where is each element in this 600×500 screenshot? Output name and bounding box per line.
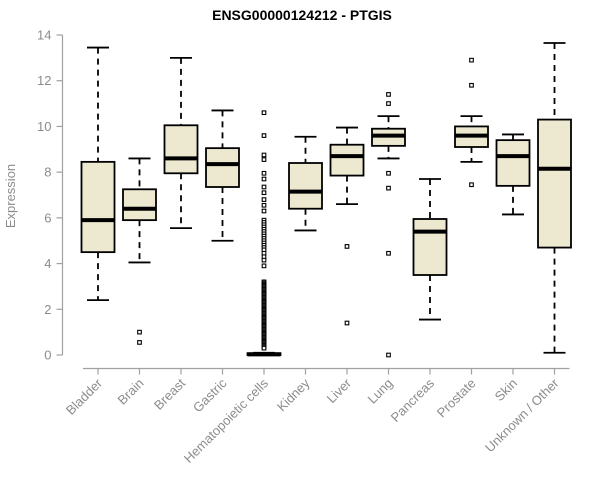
outlier-point [469, 182, 474, 188]
outlier-point [261, 176, 267, 182]
box-pancreas [412, 178, 448, 321]
x-tick-label-pancreas: Pancreas [388, 375, 438, 425]
outlier-point [137, 329, 142, 335]
outlier-point [386, 92, 391, 97]
y-tick-label: 10 [37, 119, 51, 134]
outlier-point [261, 263, 267, 269]
outlier-point [137, 340, 142, 345]
box-brain [122, 157, 157, 345]
iqr-box [537, 118, 572, 249]
outlier-point [386, 185, 391, 191]
x-tick-label-lung: Lung [365, 376, 396, 407]
outlier-point [261, 190, 267, 196]
y-tick-label: 0 [44, 348, 51, 363]
outlier-point [386, 352, 391, 358]
outlier-point [261, 157, 267, 162]
outlier-point [261, 152, 267, 158]
outlier-point [344, 244, 350, 249]
x-tick-label-skin: Skin [492, 376, 520, 404]
box-bladder [80, 46, 116, 302]
outlier-point [261, 257, 267, 263]
outlier-point [469, 82, 474, 88]
box-breast [163, 56, 199, 230]
box-lung [371, 92, 406, 358]
box-unknown-other [537, 42, 572, 354]
y-tick-label: 4 [44, 256, 51, 271]
x-tick-label-breast: Breast [151, 375, 188, 412]
outlier-point [261, 170, 267, 176]
box-skin [495, 133, 531, 216]
y-tick-label: 14 [37, 28, 51, 43]
iqr-box [163, 124, 199, 175]
box-gastric [205, 109, 240, 242]
outlier-point [261, 133, 267, 138]
iqr-box [80, 160, 116, 254]
outlier-point [261, 208, 267, 214]
outlier-point [261, 197, 267, 202]
box-liver [329, 126, 365, 326]
iqr-box [288, 162, 323, 210]
x-tick-label-brain: Brain [115, 376, 147, 408]
y-tick-label: 8 [44, 165, 51, 180]
outlier-point [386, 250, 391, 256]
outlier-point [386, 101, 391, 106]
iqr-box [495, 139, 531, 187]
box-hematopoietic-cells [246, 110, 282, 357]
outlier-point [261, 345, 267, 351]
outlier-point [261, 202, 267, 208]
x-tick-label-bladder: Bladder [63, 375, 106, 418]
chart-title: ENSG00000124212 - PTGIS [212, 7, 392, 23]
x-tick-label-unknown-other: Unknown / Other [482, 375, 562, 455]
box-kidney [288, 135, 323, 232]
iqr-box [329, 143, 365, 177]
outlier-point [261, 184, 267, 190]
x-tick-label-gastric: Gastric [190, 375, 230, 415]
y-tick-label: 2 [44, 302, 51, 317]
outlier-point [261, 110, 267, 116]
x-tick-label-prostate: Prostate [434, 376, 479, 421]
iqr-box [412, 218, 448, 276]
x-tick-label-kidney: Kidney [274, 375, 313, 414]
outlier-point [386, 170, 391, 176]
box-prostate [454, 57, 489, 188]
y-axis-title: Expression [3, 164, 18, 228]
iqr-box [122, 188, 157, 222]
outlier-point [344, 320, 350, 326]
iqr-box [205, 147, 240, 188]
x-tick-label-liver: Liver [324, 375, 355, 406]
outlier-point [469, 57, 474, 63]
y-tick-label: 12 [37, 73, 51, 88]
y-tick-label: 6 [44, 210, 51, 225]
